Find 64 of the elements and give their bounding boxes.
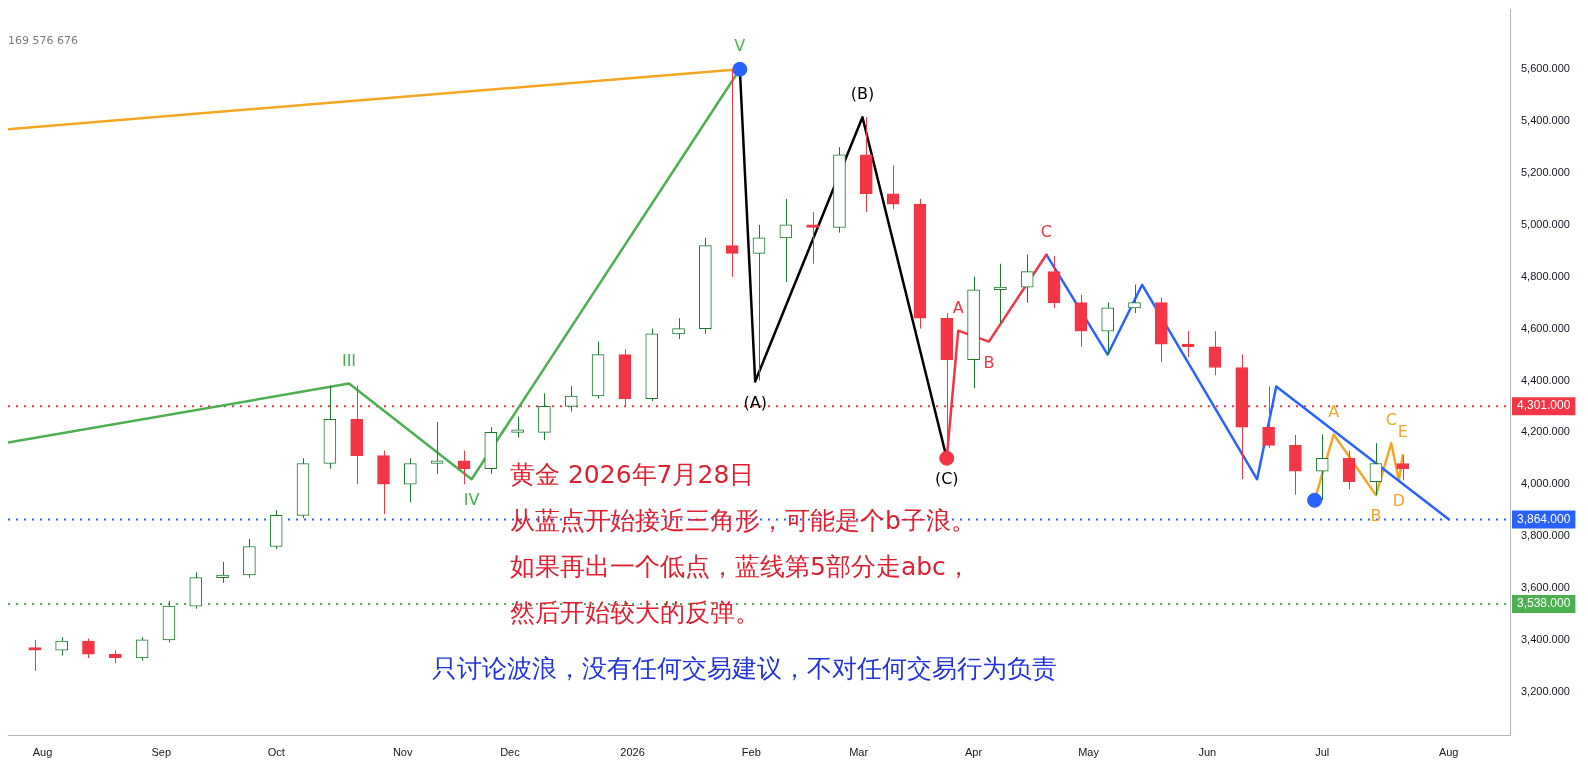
y-tick-label: 3,200.000: [1521, 684, 1570, 697]
annotation: 只讨论波浪，没有任何交易建议，不对任何交易行为负责: [432, 653, 1057, 685]
annotation: A: [1328, 401, 1340, 421]
x-tick-label: 2026: [620, 746, 645, 759]
y-tick-label: 5,200.000: [1521, 166, 1570, 179]
annotation: (C): [934, 469, 959, 489]
y-tick-label: 5,400.000: [1521, 114, 1570, 127]
annotation: C: [1385, 410, 1397, 430]
annotation: E: [1397, 422, 1408, 442]
candlestick: [725, 68, 739, 278]
y-tick-label: 4,400.000: [1521, 373, 1570, 386]
candlestick: [403, 457, 417, 503]
x-tick-label: Dec: [500, 746, 521, 759]
y-tick-label: 3,800.000: [1521, 529, 1570, 542]
x-tick-label: Mar: [849, 746, 869, 759]
x-tick-label: Oct: [267, 746, 285, 759]
annotation: V: [734, 36, 746, 56]
candlestick: [752, 224, 766, 381]
annotation: (B): [850, 84, 875, 104]
candlestick: [779, 198, 793, 283]
candlestick: [1128, 284, 1141, 314]
annotation: A: [952, 297, 964, 317]
annotation: B: [983, 352, 995, 372]
annotation: 169 576 676: [8, 34, 78, 47]
y-tick-label: 5,000.000: [1521, 217, 1570, 230]
x-tick-label: Aug: [32, 746, 53, 759]
point: [1307, 492, 1323, 508]
y-tick-label: 4,000.000: [1521, 477, 1570, 490]
annotation: 从蓝点开始接近三角形，可能是个b子浪。: [510, 505, 976, 537]
ref-line-label: 4,301.000: [1517, 398, 1571, 413]
y-tick-label: 3,600.000: [1521, 581, 1570, 593]
candlestick: [1396, 454, 1410, 481]
x-tick-label: Feb: [741, 746, 761, 759]
annotation: C: [1040, 221, 1052, 241]
point: [939, 450, 955, 466]
annotation: III: [341, 350, 357, 370]
y-tick-label: 4,800.000: [1521, 269, 1570, 282]
annotation: 如果再出一个低点，蓝线第5部分走abc，: [510, 551, 971, 583]
candlestick: [511, 416, 524, 439]
point: [732, 61, 748, 77]
ref-line-label: 3,864.000: [1517, 511, 1571, 526]
annotation: 黄金 2026年7月28日: [510, 459, 755, 491]
candlestick: [672, 317, 685, 340]
annotation: IV: [463, 490, 480, 510]
ref-line-label: 3,538.000: [1517, 596, 1571, 611]
y-tick-label: 4,200.000: [1521, 425, 1570, 438]
y-tick-label: 5,600.000: [1521, 62, 1570, 75]
x-tick-label: Apr: [965, 746, 983, 759]
annotation: D: [1392, 491, 1406, 511]
y-tick-label: 4,600.000: [1521, 321, 1570, 334]
y-tick-label: 3,400.000: [1521, 632, 1570, 645]
annotation: 然后开始较大的反弹。: [510, 597, 760, 629]
x-tick-label: Nov: [392, 746, 413, 759]
candlestick: [1101, 302, 1115, 356]
candlestick: [1342, 450, 1356, 490]
annotation: (A): [743, 392, 767, 412]
x-tick-label: May: [1078, 746, 1100, 759]
x-tick-label: Sep: [151, 746, 172, 759]
x-tick-label: Jul: [1315, 746, 1330, 759]
x-tick-label: Aug: [1438, 746, 1459, 759]
annotation: B: [1370, 506, 1382, 526]
candlestick: [886, 164, 900, 210]
candlestick: [1208, 330, 1222, 376]
x-tick-label: Jun: [1198, 746, 1217, 759]
